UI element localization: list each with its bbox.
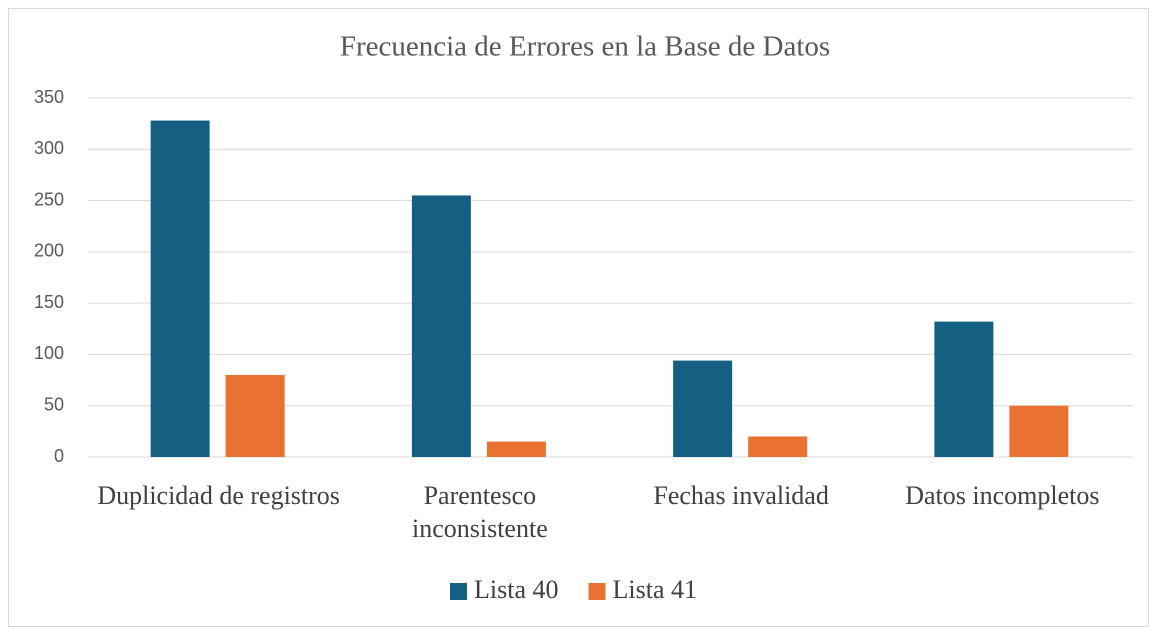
bar bbox=[934, 321, 994, 457]
bar bbox=[673, 360, 733, 457]
bar bbox=[150, 120, 210, 458]
legend-swatch bbox=[588, 583, 606, 600]
x-tick-label: Fechas invalidad bbox=[653, 481, 829, 510]
y-tick-label: 50 bbox=[44, 394, 64, 414]
bar bbox=[486, 441, 546, 457]
legend-label: Lista 40 bbox=[474, 575, 559, 604]
legend-swatch bbox=[450, 583, 467, 600]
legend-label: Lista 41 bbox=[613, 575, 698, 604]
x-tick-label: Parentesco inconsistente bbox=[411, 481, 548, 543]
x-tick-label: Datos incompletos bbox=[905, 481, 1100, 510]
y-tick-label: 300 bbox=[34, 138, 64, 158]
chart-title: Frecuencia de Errores en la Base de Dato… bbox=[340, 31, 830, 63]
bar bbox=[748, 436, 808, 457]
bar bbox=[411, 195, 471, 457]
y-tick-label: 100 bbox=[34, 343, 64, 363]
x-tick-label: Duplicidad de registros bbox=[97, 481, 340, 510]
bar bbox=[1009, 405, 1069, 457]
y-tick-label: 350 bbox=[34, 87, 64, 107]
y-tick-label: 250 bbox=[34, 189, 64, 209]
y-tick-label: 150 bbox=[34, 292, 64, 312]
y-tick-label: 0 bbox=[54, 446, 64, 466]
y-tick-label: 200 bbox=[34, 241, 64, 261]
bar bbox=[225, 374, 285, 457]
